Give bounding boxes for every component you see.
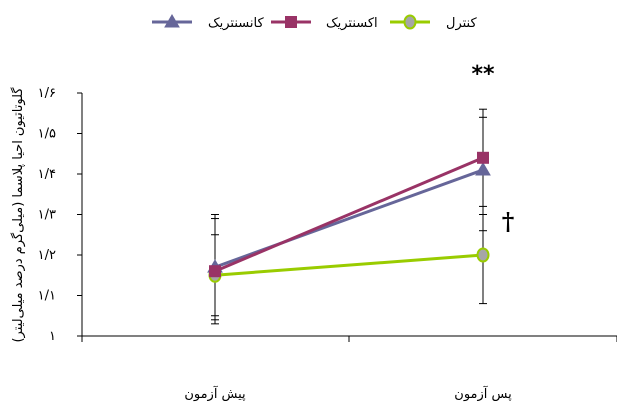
legend-label: کانسنتریک (208, 16, 264, 31)
data-point (476, 247, 490, 263)
legend-item: کانسنتریک (152, 14, 264, 31)
y-tick-label: ۱/۴ (38, 167, 56, 182)
legend: کانسنتریک اکسنتریک کنترل (152, 14, 477, 31)
legend-item: کنترل (390, 14, 477, 31)
data-point (477, 151, 489, 164)
y-tick-label: ۱/۵ (38, 127, 56, 142)
series-markers (207, 151, 491, 283)
legend-label: اکسنتریک (326, 16, 378, 31)
y-tick-label: ۱ (49, 329, 56, 344)
data-point (209, 265, 221, 278)
y-axis-label: گلوتاتیون احیا پلاسما (میلی‌گرم درصد میل… (10, 87, 26, 343)
error-bars (211, 108, 487, 325)
series-lines (214, 156, 484, 277)
y-tick-label: ۱/۳ (38, 208, 56, 223)
legend-marker (403, 14, 417, 30)
legend-item: اکسنتریک (271, 16, 378, 31)
y-ticks: ۱ ۱/۱ ۱/۲ ۱/۳ ۱/۴ ۱/۵ ۱/۶ (38, 86, 82, 344)
legend-label: کنترل (446, 16, 477, 31)
y-tick-label: ۱/۱ (38, 289, 56, 304)
x-tick-label: پیش آزمون (184, 385, 246, 402)
x-tick-label: پس آزمون (454, 385, 512, 402)
legend-marker (285, 16, 297, 28)
series-line (214, 253, 484, 277)
x-ticks: پیش آزمون پس آزمون (81, 336, 617, 402)
annotation-dagger: † (502, 207, 515, 236)
y-tick-label: ۱/۲ (38, 248, 56, 263)
y-tick-label: ۱/۶ (38, 86, 56, 101)
data-point (475, 161, 491, 176)
legend-marker (164, 14, 180, 28)
annotation-double-star: ** (471, 62, 495, 87)
series-line (214, 156, 484, 273)
